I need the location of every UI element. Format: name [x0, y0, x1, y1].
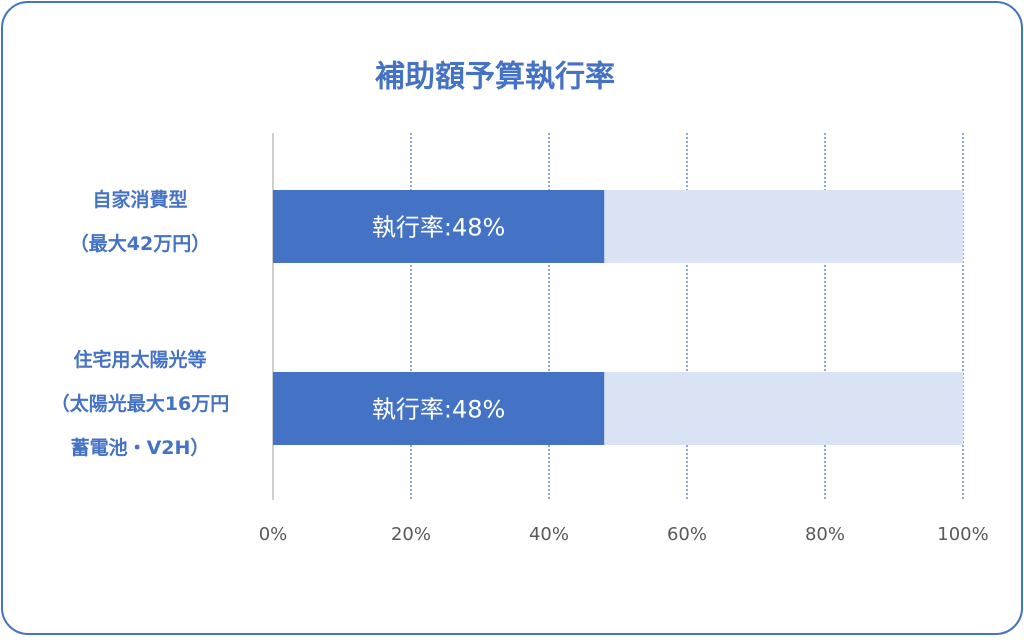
x-tick-label: 40% [529, 524, 569, 545]
x-tick-label: 80% [805, 524, 845, 545]
bar [273, 372, 605, 445]
y-tick-label: 自家消費型 [92, 188, 187, 211]
value-label: 執行率:48% [372, 396, 505, 424]
y-tick-label: （最大42万円） [70, 232, 210, 255]
value-label: 執行率:48% [372, 214, 505, 242]
x-tick-label: 100% [937, 524, 988, 545]
chart-title: 補助額予算執行率 [374, 60, 615, 95]
y-tick-label: 住宅用太陽光等 [73, 348, 206, 371]
y-tick-label: 蓄電池・V2H） [71, 436, 210, 459]
x-tick-label: 20% [391, 524, 431, 545]
x-tick-label: 60% [667, 524, 707, 545]
bar [273, 190, 605, 263]
y-tick-label: （太陽光最大16万円 [51, 392, 229, 415]
x-tick-label: 0% [259, 524, 288, 545]
